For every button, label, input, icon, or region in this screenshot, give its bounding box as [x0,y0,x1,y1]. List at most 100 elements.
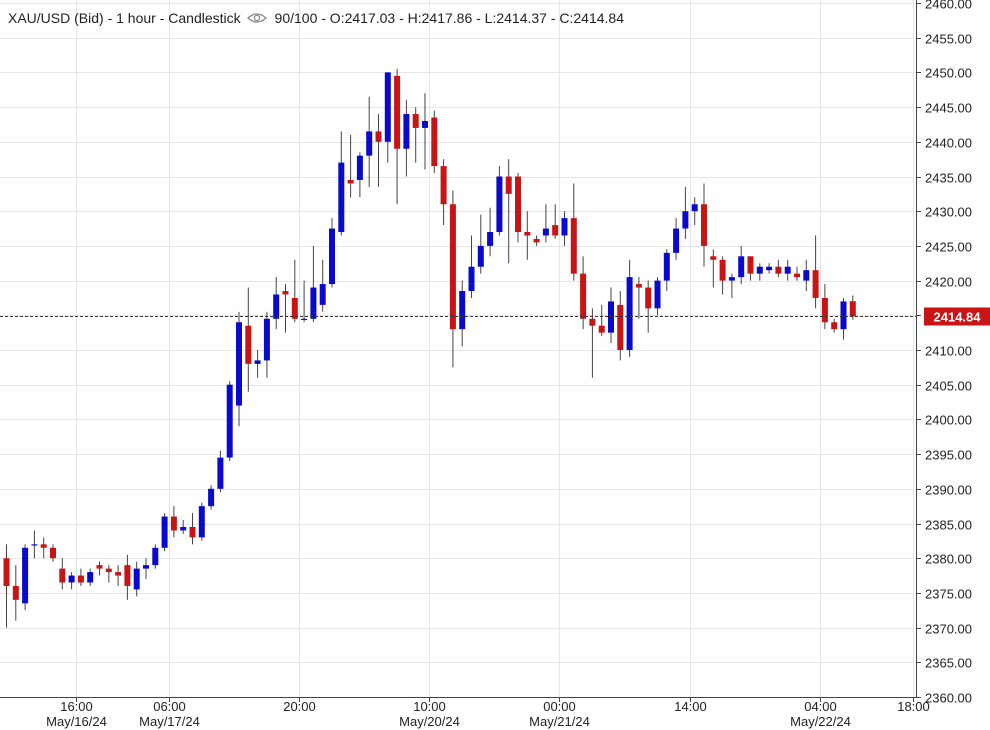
candle-down [170,506,177,538]
candle-up [487,207,494,257]
candle-body [282,291,289,295]
candle-body [12,585,19,600]
y-tick-label: 2445.00 [925,101,972,116]
candle-down [3,544,10,628]
candle-down [77,568,84,586]
candle-body [821,297,828,323]
x-tick-time: 18:00 [897,699,930,714]
candle-body [440,166,447,205]
candle-down [812,235,819,309]
candle-body [515,176,521,233]
candle-body [533,238,540,243]
candle-body [180,526,187,531]
candle-down [849,295,856,320]
candle-body [691,204,698,212]
candle-up [22,544,29,611]
candle-body [645,287,652,309]
candle-down [291,259,298,323]
y-tick-label: 2455.00 [925,32,972,47]
candle-body [756,266,763,274]
y-tick-label: 2460.00 [925,0,972,12]
candle-up [133,561,140,597]
candle-down [598,304,605,337]
candle-up [803,259,810,292]
candle-down [375,114,382,187]
y-tick-label: 2410.00 [925,344,972,359]
candle-body [710,256,717,260]
x-tick-date: May/16/24 [46,714,107,729]
candle-down [589,308,596,378]
last-price-marker: 2414.84 [924,307,990,326]
last-price-label: 2414.84 [934,310,982,325]
candle-up [356,152,363,198]
candle-down [449,190,456,368]
candle-body [747,256,754,274]
candle-down [570,183,577,281]
y-tick-label: 2450.00 [925,66,972,81]
candle-down [635,277,642,319]
x-tick-time: 20:00 [283,699,316,714]
candle-body [77,575,84,583]
candle-body [133,568,140,590]
y-tick-label: 2425.00 [925,240,972,255]
candle-body [635,284,642,288]
eye-icon[interactable] [246,12,267,24]
candle-up [310,245,317,323]
candle-down [124,554,131,600]
candles-layer [3,68,856,628]
candle-down [775,259,782,278]
y-tick-label: 2405.00 [925,379,972,394]
candle-body [487,232,494,246]
candle-down [431,110,438,174]
candle-body [701,204,707,246]
candle-body [22,547,29,604]
candle-down [552,204,559,239]
candle-body [459,291,466,330]
candle-up [663,249,670,292]
candle-down [710,249,717,288]
candle-body [608,301,614,333]
candle-down [40,537,47,559]
candle-body [728,277,735,281]
candle-down [115,565,122,586]
candle-down [440,159,447,226]
candle-body [40,544,47,548]
candle-body [189,526,196,538]
candle-body [468,266,475,292]
candle-up [738,245,745,285]
candle-up [422,93,428,170]
candle-body [3,558,10,586]
candle-up [152,544,159,569]
candle-up [496,166,503,236]
candle-body [143,565,149,569]
candle-up [366,96,373,187]
candle-up [840,297,847,340]
candle-body [505,176,512,194]
y-tick-label: 2390.00 [925,483,972,498]
candle-body [394,75,401,149]
candle-up [161,513,168,552]
candle-down [347,134,354,198]
candle-body [849,301,856,317]
y-tick-label: 2360.00 [925,691,972,706]
candle-down [282,284,289,333]
candle-down [821,284,828,330]
candle-up [682,186,689,239]
candle-body [198,506,205,538]
candle-body [831,322,838,330]
candle-down [50,544,56,562]
candle-body [431,117,438,167]
candle-up [542,204,549,243]
candle-down [747,256,754,281]
candle-down [524,211,531,260]
candle-up [273,277,280,330]
x-tick-time: 14:00 [674,699,707,714]
candle-body [310,287,317,319]
candle-up [673,218,680,260]
x-tick-date: May/17/24 [139,714,200,729]
candle-body [273,294,280,319]
candle-down [505,159,512,264]
y-tick-label: 2430.00 [925,205,972,220]
y-tick-label: 2395.00 [925,448,972,463]
